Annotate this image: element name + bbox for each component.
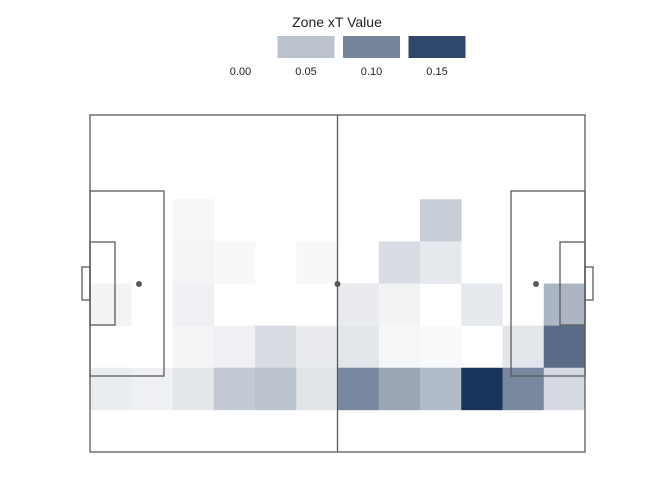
heatmap-cell	[420, 199, 462, 242]
legend-key	[343, 36, 400, 58]
heatmap-cell	[461, 367, 503, 411]
left-penalty-spot	[136, 281, 142, 287]
heatmap-cell	[461, 283, 503, 326]
heatmap-cell	[172, 367, 215, 411]
legend-key	[212, 36, 269, 58]
legend-label: 0.00	[230, 66, 251, 78]
heatmap-cell	[337, 367, 380, 411]
heatmap-cell	[420, 241, 462, 284]
right-penalty-spot	[533, 281, 539, 287]
left-goal	[81, 266, 91, 301]
heatmap-cell	[213, 325, 256, 369]
legend-key	[277, 36, 335, 58]
heatmap-cell	[255, 367, 297, 411]
heatmap-cell	[378, 241, 421, 284]
heatmap-cell	[172, 283, 215, 326]
heatmap-cell	[543, 367, 586, 411]
legend-title: Zone xT Value	[292, 14, 382, 30]
legend: Zone xT Value 0.00 0.05 0.10 0.15	[212, 14, 466, 78]
heatmap-cell	[213, 241, 256, 284]
heatmap-cell	[296, 325, 338, 369]
heatmap-cell	[90, 367, 132, 411]
heatmap-cell	[296, 241, 338, 284]
heatmap-cell	[502, 325, 545, 369]
heatmap-cell	[131, 367, 173, 411]
centre-spot	[334, 281, 341, 287]
right-goal	[584, 266, 594, 301]
heatmap-cell	[502, 367, 545, 411]
heatmap-cell	[420, 367, 462, 411]
heatmap-cell	[378, 325, 421, 369]
heatmap-cell	[172, 241, 215, 284]
legend-label: 0.15	[426, 66, 447, 78]
legend-key	[408, 36, 466, 58]
heatmap-cell	[172, 325, 215, 369]
heatmap-cell	[337, 283, 380, 326]
heatmap-cell	[337, 325, 380, 369]
legend-label: 0.05	[295, 66, 316, 78]
heatmap-cells	[90, 199, 586, 411]
heatmap-cell	[172, 199, 215, 242]
heatmap-cell	[213, 367, 256, 411]
heatmap-cell	[420, 325, 462, 369]
heatmap-cell	[90, 283, 132, 326]
heatmap-cell	[543, 325, 586, 369]
heatmap-cell	[378, 283, 421, 326]
pitch-markings	[81, 114, 594, 453]
heatmap-cell	[296, 367, 338, 411]
legend-label: 0.10	[361, 66, 382, 78]
heatmap-cell	[543, 283, 586, 326]
heatmap-cell	[255, 325, 297, 369]
heatmap-cell	[378, 367, 421, 411]
